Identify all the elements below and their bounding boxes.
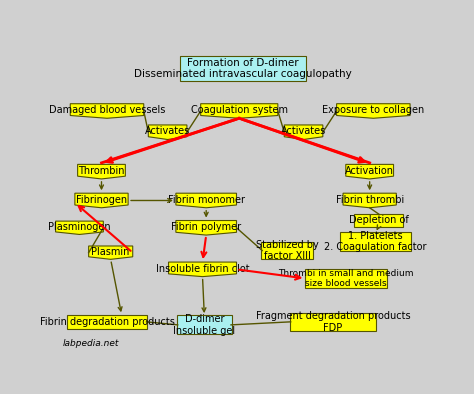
Text: D-dimer
Insoluble gel: D-dimer Insoluble gel (173, 314, 236, 336)
Text: Damaged blood vessels: Damaged blood vessels (49, 105, 165, 115)
Text: Coagulation system: Coagulation system (191, 105, 288, 115)
Text: Fibrin polymer: Fibrin polymer (171, 222, 241, 232)
FancyBboxPatch shape (262, 242, 312, 259)
Polygon shape (78, 164, 125, 179)
FancyBboxPatch shape (339, 232, 411, 251)
Text: Plasminogen: Plasminogen (48, 222, 111, 232)
Polygon shape (75, 193, 128, 208)
Text: Fibrinogen: Fibrinogen (76, 195, 127, 205)
Polygon shape (169, 262, 237, 277)
FancyBboxPatch shape (67, 314, 147, 329)
FancyBboxPatch shape (177, 316, 232, 334)
Polygon shape (89, 246, 133, 259)
Text: Depletion of: Depletion of (349, 215, 409, 225)
Polygon shape (284, 125, 323, 139)
FancyBboxPatch shape (180, 56, 306, 81)
Text: Activates: Activates (281, 126, 326, 136)
Text: Fibrin thrombi: Fibrin thrombi (336, 195, 404, 205)
Polygon shape (201, 104, 278, 118)
Text: Formation of D-dimer
Disseminated intravascular coagulopathy: Formation of D-dimer Disseminated intrav… (134, 58, 352, 79)
Polygon shape (346, 164, 393, 179)
Text: Activates: Activates (145, 126, 190, 136)
FancyBboxPatch shape (305, 269, 387, 288)
Text: Fragment degradation products
FDP: Fragment degradation products FDP (255, 311, 410, 333)
Text: Activation: Activation (345, 166, 394, 176)
Text: 1. Platelets
2. Coagulation factor: 1. Platelets 2. Coagulation factor (324, 230, 427, 252)
Text: Fibrin monomer: Fibrin monomer (168, 195, 245, 205)
Text: Stabilized by
factor XIII: Stabilized by factor XIII (255, 240, 319, 261)
Polygon shape (343, 193, 396, 208)
Text: labpedia.net: labpedia.net (63, 338, 119, 348)
FancyBboxPatch shape (290, 313, 376, 331)
Polygon shape (55, 221, 103, 234)
Polygon shape (70, 104, 144, 118)
Text: Thrombi in small and medium
size blood vessels: Thrombi in small and medium size blood v… (278, 269, 413, 288)
Polygon shape (176, 193, 237, 208)
Text: Thrombin: Thrombin (78, 166, 125, 176)
Text: Insoluble fibrin clot: Insoluble fibrin clot (155, 264, 249, 273)
Polygon shape (148, 125, 187, 139)
Text: Fibrin degradation products: Fibrin degradation products (39, 317, 174, 327)
FancyBboxPatch shape (354, 214, 403, 227)
Text: Exposure to collagen: Exposure to collagen (322, 105, 424, 115)
Polygon shape (176, 221, 237, 235)
Text: Plasmin: Plasmin (91, 247, 130, 257)
Polygon shape (337, 104, 410, 118)
